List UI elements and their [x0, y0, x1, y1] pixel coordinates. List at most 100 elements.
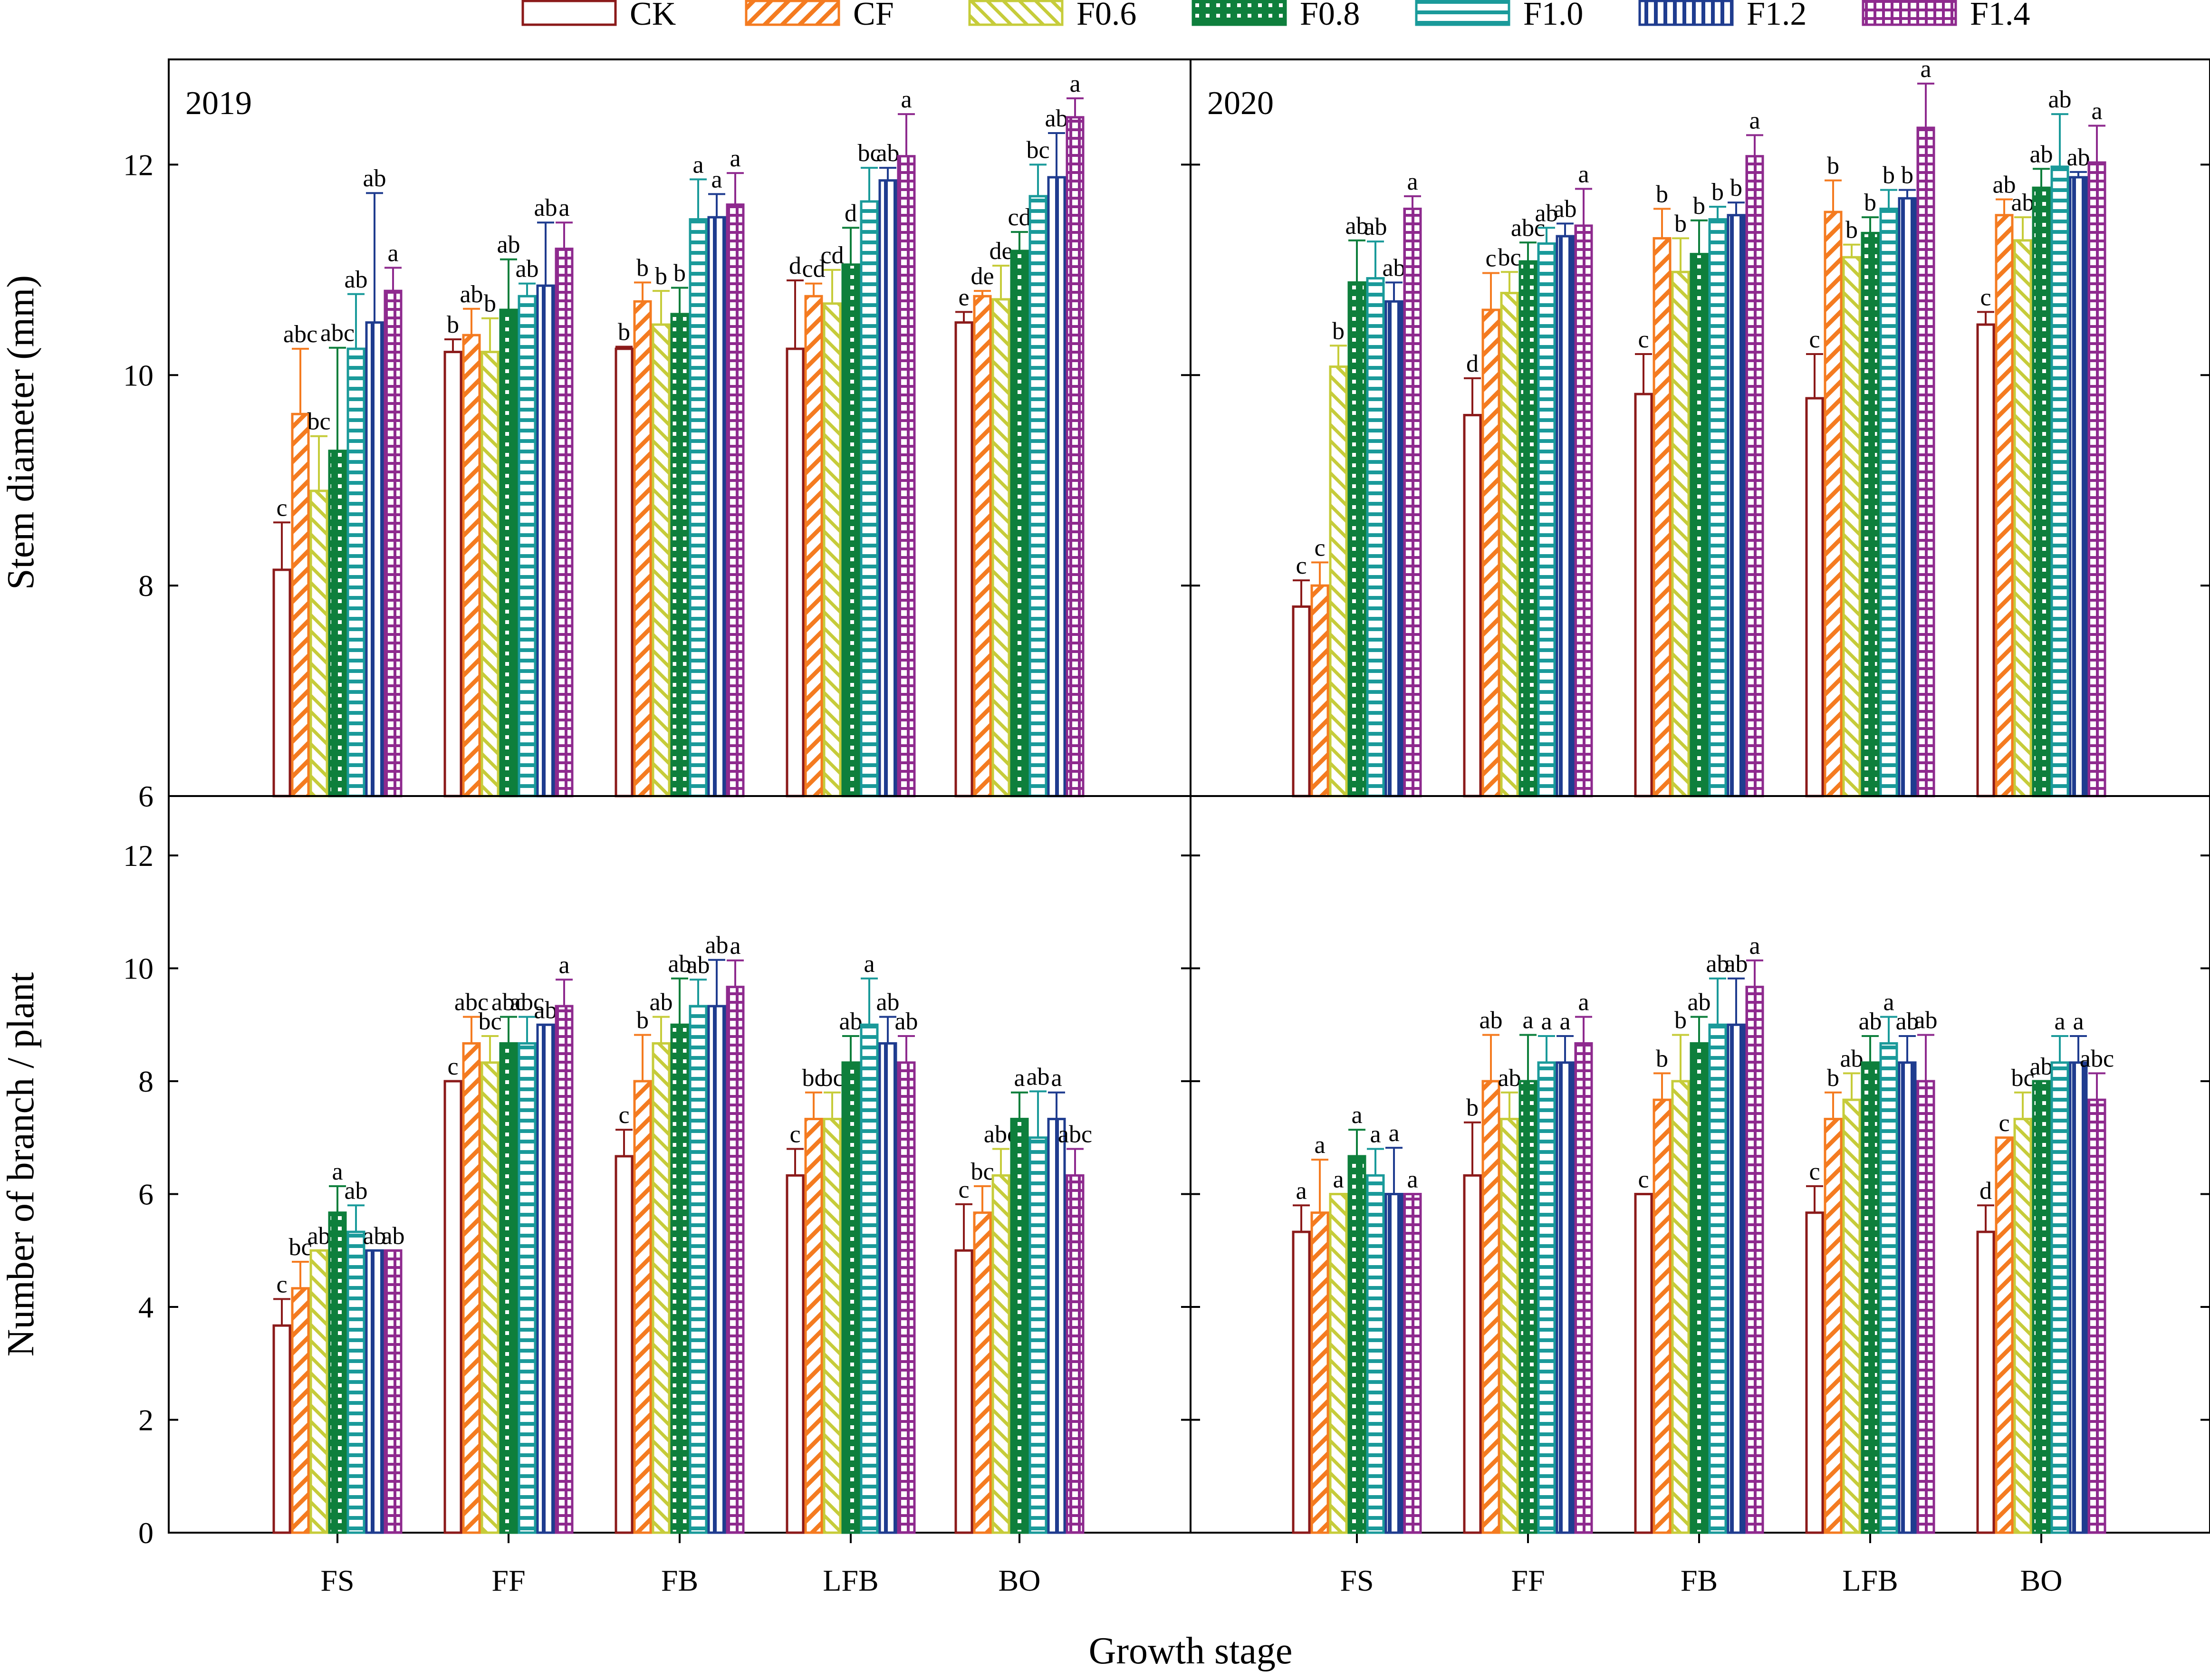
significance-letter: b: [636, 254, 649, 281]
bar-F1.4: [1745, 155, 1764, 797]
significance-letter: b: [1901, 162, 1913, 189]
legend: CK CF F0.6 F0.8 F1.0 F1.2 F1.4: [521, 0, 2030, 32]
bar-F0.8: [1518, 260, 1537, 797]
bar-F0.8: [499, 1042, 518, 1534]
significance-letter: a: [1578, 989, 1589, 1016]
bar-F1.2: [536, 284, 555, 797]
bar-F0.6: [991, 298, 1010, 797]
significance-letter: bc: [2011, 1065, 2034, 1092]
bar-F1.0: [1879, 1042, 1898, 1534]
significance-letter: ab: [894, 1008, 918, 1035]
significance-letter: de: [989, 238, 1012, 265]
x-tick-label: FF: [491, 1564, 525, 1597]
significance-letter: ab: [1553, 195, 1576, 222]
bar-F1.4: [1066, 1174, 1085, 1534]
bar-F1.2: [1727, 1023, 1746, 1534]
significance-letter: abc: [454, 989, 489, 1016]
y-tick-label: 8: [138, 1065, 154, 1098]
legend-swatch-F1.0: [1415, 0, 1510, 26]
significance-letter: ab: [2029, 1053, 2053, 1080]
significance-letter: bc: [802, 1065, 825, 1092]
significance-letter: ab: [344, 266, 367, 293]
significance-letter: ab: [497, 231, 520, 259]
bar-F1.0: [860, 1023, 879, 1534]
bar-CF: [973, 1211, 992, 1534]
significance-letter: abc: [491, 989, 526, 1016]
bar-F0.8: [1347, 281, 1366, 797]
bar-F1.0: [346, 1230, 365, 1534]
bar-F1.0: [1537, 242, 1556, 797]
bar-F1.0: [1028, 1136, 1047, 1534]
bar-F1.0: [1708, 1023, 1727, 1534]
bar-F0.6: [1329, 1193, 1348, 1534]
significance-letter: a: [1749, 107, 1760, 134]
significance-letter: b: [1883, 162, 1895, 189]
legend-swatch-F1.2: [1638, 0, 1734, 26]
significance-letter: a: [1388, 1120, 1399, 1147]
significance-letter: b: [1845, 217, 1858, 244]
bar-CF: [1995, 1136, 2014, 1534]
bar-F1.0: [860, 200, 879, 797]
significance-letter: a: [2073, 1008, 2084, 1035]
bar-CF: [1995, 214, 2014, 797]
bar-F1.4: [2087, 161, 2106, 797]
y-tick-label: 6: [138, 1178, 154, 1211]
significance-letter: ab: [307, 1222, 330, 1249]
bar-F1.0: [346, 347, 365, 797]
significance-letter: a: [692, 151, 703, 178]
x-tick-label: LFB: [1842, 1564, 1898, 1597]
significance-letter: a: [1920, 56, 1931, 83]
significance-letter: ab: [686, 951, 710, 979]
significance-letter: b: [1827, 1065, 1839, 1092]
x-tick-label: FS: [320, 1564, 354, 1597]
bar-CK: [1976, 323, 1995, 797]
significance-letter: a: [901, 86, 912, 113]
bar-F1.4: [384, 1249, 403, 1534]
significance-letter: ab: [2029, 141, 2053, 168]
bar-CF: [291, 1287, 310, 1534]
bar-F0.6: [2013, 1118, 2032, 1534]
significance-letter: a: [1069, 70, 1080, 97]
legend-swatch-CF: [745, 0, 840, 26]
significance-letter: cd: [820, 242, 844, 269]
bar-CK: [615, 1155, 634, 1534]
bar-CF: [804, 1118, 823, 1534]
bar-F1.4: [726, 203, 745, 797]
bar-F1.2: [1727, 214, 1746, 797]
bar-F1.0: [2050, 1061, 2069, 1534]
bar-F1.4: [1745, 986, 1764, 1534]
significance-letter: ab: [1858, 1008, 1882, 1035]
significance-letter: ab: [1382, 254, 1405, 281]
bar-F1.0: [689, 1005, 708, 1534]
significance-letter: ab: [839, 1008, 862, 1035]
significance-letter: c: [1809, 1158, 1820, 1185]
significance-letter: ab: [1364, 213, 1387, 240]
bar-F1.2: [707, 216, 726, 797]
significance-letter: a: [1014, 1065, 1025, 1092]
bar-CK: [615, 347, 634, 797]
bar-F0.8: [2032, 1080, 2051, 1534]
bar-CK: [954, 1249, 973, 1534]
y-tick-label: 10: [123, 358, 154, 392]
significance-letter: bc: [857, 140, 881, 167]
bar-F1.4: [1403, 207, 1422, 797]
bar-CF: [1310, 584, 1329, 797]
significance-letter: e: [958, 284, 969, 311]
bar-F1.0: [1537, 1061, 1556, 1534]
significance-letter: c: [1314, 534, 1325, 561]
significance-letter: b: [673, 260, 686, 287]
y-tick-label: 4: [138, 1290, 154, 1324]
significance-letter: c: [447, 1053, 458, 1080]
significance-letter: ab: [460, 281, 483, 308]
significance-letter: bc: [970, 1158, 994, 1185]
bar-F1.0: [518, 295, 537, 797]
bar-CF: [633, 300, 652, 797]
significance-letter: b: [618, 319, 630, 346]
bar-F1.4: [384, 289, 403, 797]
legend-swatch-F0.8: [1191, 0, 1287, 26]
significance-letter: ab: [1535, 200, 1558, 227]
bar-F0.6: [823, 1118, 842, 1534]
x-tick-label: FB: [661, 1564, 698, 1597]
bar-F1.4: [1916, 126, 1935, 797]
